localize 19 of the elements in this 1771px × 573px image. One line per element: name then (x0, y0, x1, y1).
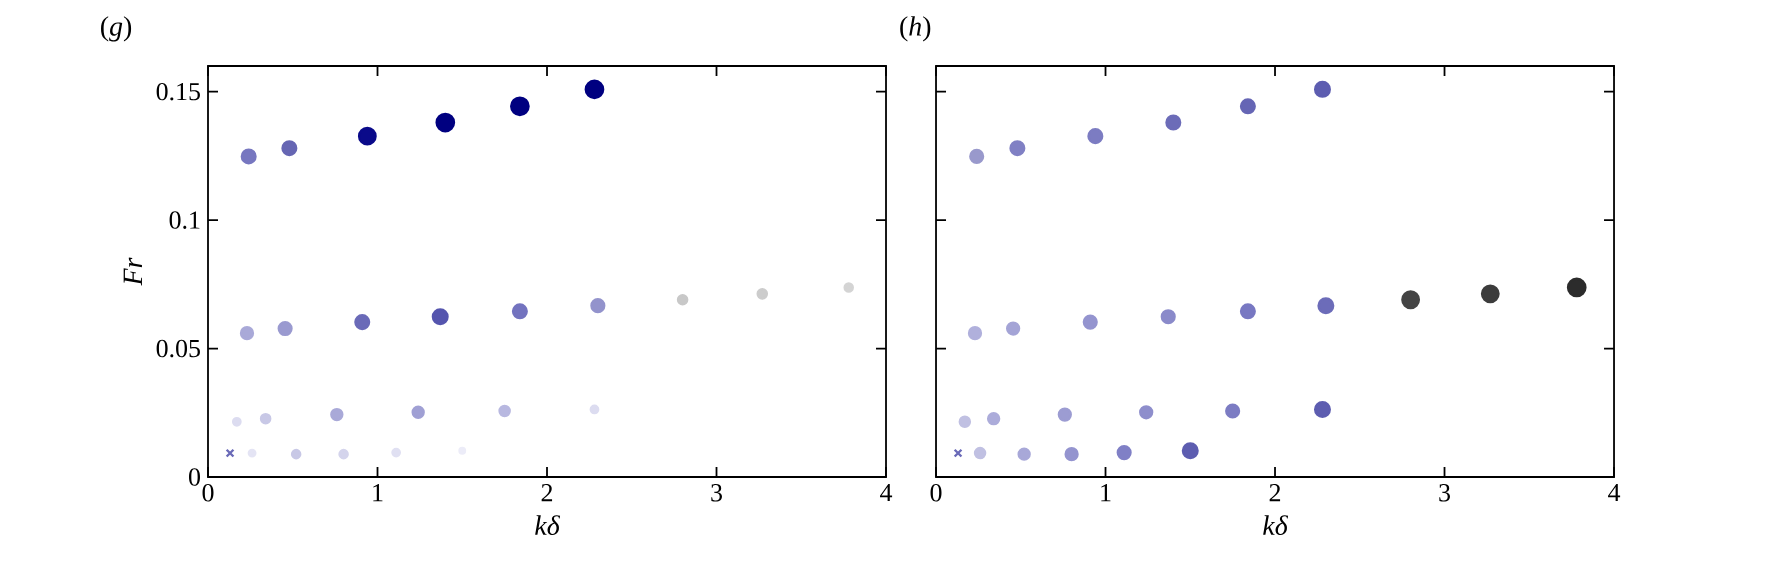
y-tick-label: 0.05 (156, 339, 200, 358)
x-tick-label: 2 (541, 484, 553, 502)
x-tick-label: 0 (930, 484, 942, 502)
x-tick-label: 3 (1439, 484, 1450, 502)
x-axis-title: kδ (1263, 515, 1289, 535)
y-tick-label: 0 (189, 468, 200, 486)
y-tick-label: 0.1 (169, 211, 200, 229)
x-tick-label: 4 (1608, 484, 1621, 502)
x-axis-title: kδ (535, 515, 561, 535)
x-tick-label: 1 (1101, 484, 1111, 502)
x-tick-label: 3 (711, 484, 722, 502)
y-axis-title: Fr (123, 257, 142, 286)
chart-title: (g) (101, 16, 132, 42)
y-tick-label: 0.15 (156, 82, 200, 101)
x-tick-label: 0 (202, 484, 214, 502)
chart-title: (h) (900, 16, 931, 42)
x-tick-label: 1 (373, 484, 383, 502)
x-tick-label: 2 (1269, 484, 1281, 502)
x-tick-label: 4 (880, 484, 893, 502)
